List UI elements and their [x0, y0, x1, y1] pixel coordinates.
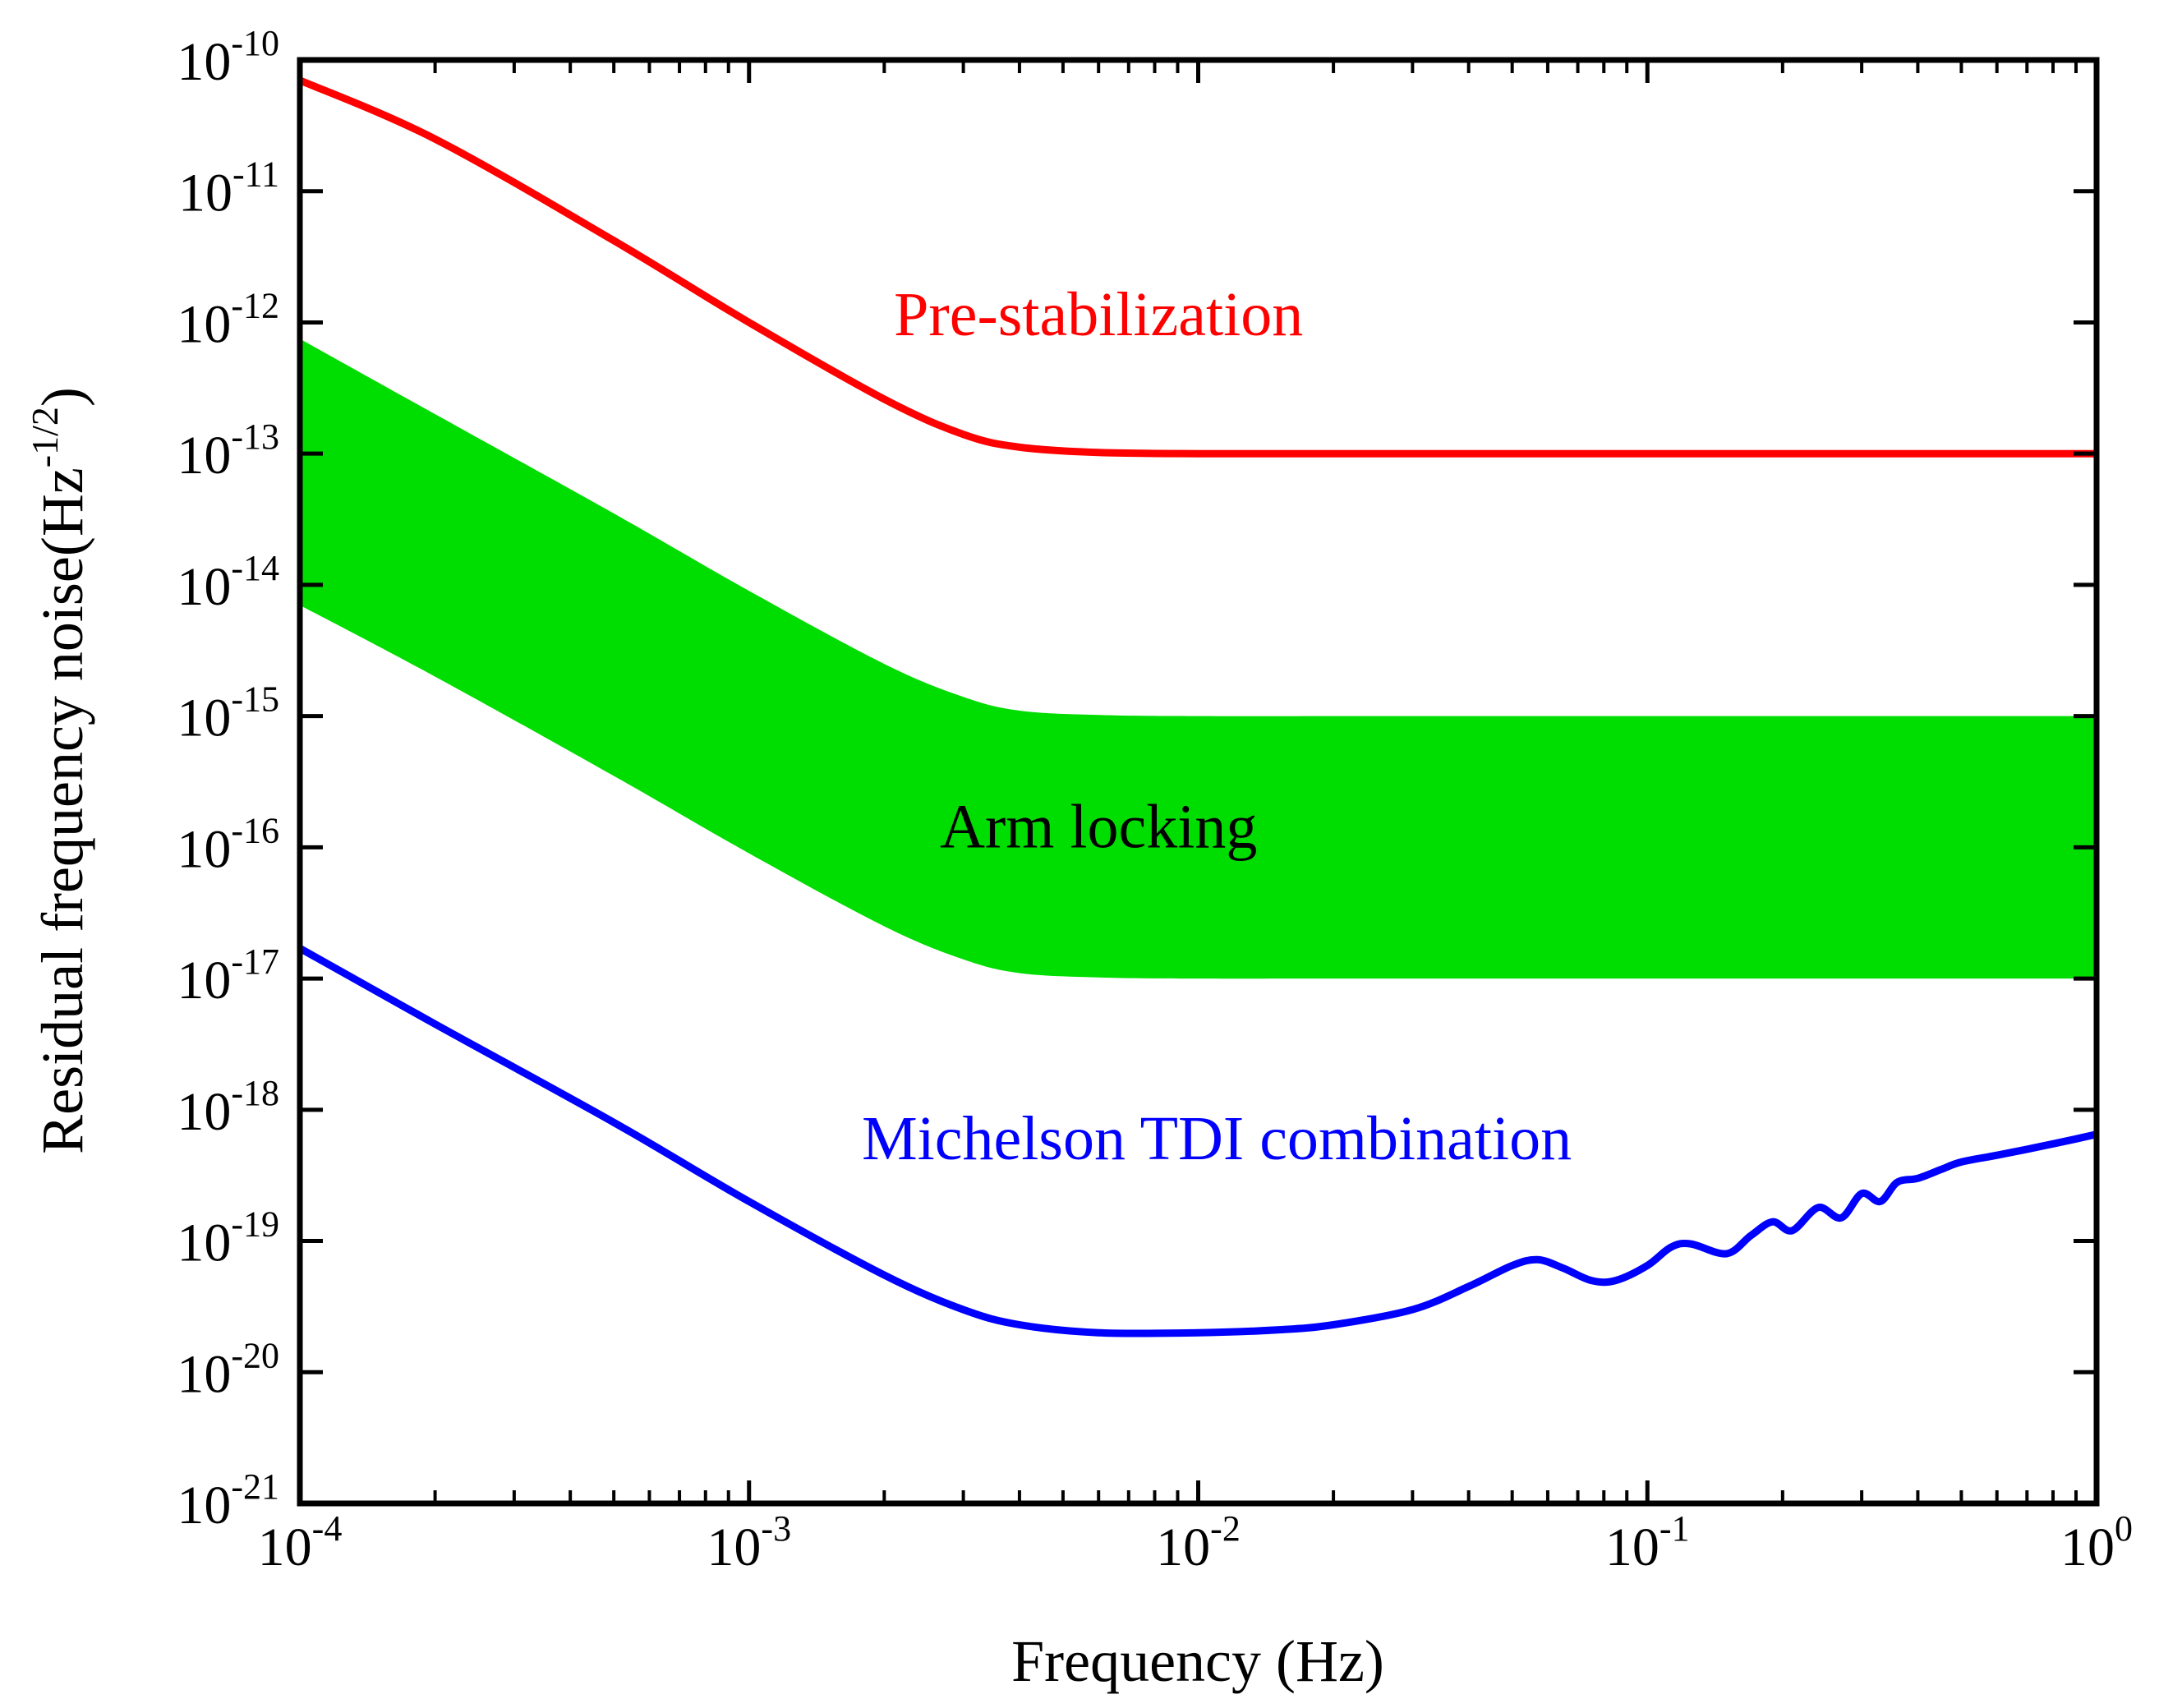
y-tick-label: 10-12	[177, 285, 279, 354]
y-tick-label: 10-13	[177, 417, 279, 486]
x-axis-label: Frequency (Hz)	[1011, 1628, 1384, 1694]
x-tick-label: 10-3	[707, 1508, 791, 1577]
x-tick-label: 100	[2060, 1508, 2133, 1577]
y-tick-label: 10-21	[177, 1466, 279, 1535]
y-tick-label: 10-19	[177, 1204, 279, 1273]
annotations: Pre-stabilization Arm locking Michelson TD…	[862, 280, 1572, 1173]
y-tick-label: 10-18	[177, 1073, 279, 1142]
y-tick-label: 10-14	[177, 548, 279, 617]
label-arm-locking: Arm locking	[940, 792, 1257, 861]
y-tick-label: 10-15	[177, 679, 279, 748]
label-michelson-tdi: Michelson TDI combination	[862, 1104, 1572, 1173]
series-line-michelson-tdi	[297, 945, 2097, 1337]
x-tick-label: 10-1	[1605, 1508, 1690, 1577]
y-tick-label: 10-17	[177, 941, 279, 1011]
series-band-arm-locking	[300, 338, 2097, 979]
label-pre-stabilization: Pre-stabilization	[894, 280, 1303, 349]
y-tick-labels: 10-10 10-11 10-12 10-13 10-14 10-15 10-16 10-17…	[177, 23, 279, 1535]
x-tick-label: 10-4	[258, 1508, 343, 1577]
y-axis-label: Residual frequency noise(Hz-1/2)	[24, 387, 95, 1154]
line-layer	[297, 76, 2097, 1337]
y-tick-label: 10-10	[177, 23, 279, 92]
y-tick-label: 10-20	[177, 1335, 279, 1404]
plot-frame	[297, 57, 2100, 1507]
series-line-pre-stabilization	[298, 76, 2097, 458]
x-tick-label: 10-2	[1156, 1508, 1241, 1577]
band-layer	[300, 338, 2097, 979]
y-tick-label: 10-16	[177, 810, 279, 879]
y-tick-label: 10-11	[178, 154, 279, 223]
x-tick-labels: 10-4 10-3 10-2 10-1 100	[258, 1508, 2133, 1577]
